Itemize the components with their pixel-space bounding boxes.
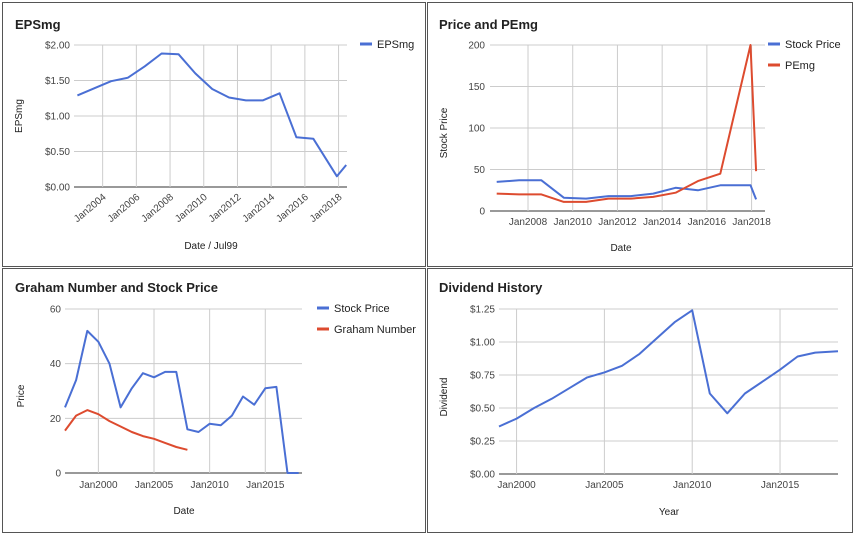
x-tick-label: Jan2000 — [79, 480, 118, 491]
y-tick-label: $0.00 — [45, 183, 70, 194]
x-tick-label: Jan2000 — [497, 480, 536, 491]
x-tick-label: Jan2012 — [598, 217, 637, 228]
y-tick-label: 0 — [55, 469, 61, 480]
x-tick-label: Jan2008 — [509, 217, 548, 228]
y-tick-label: $2.00 — [45, 41, 70, 52]
x-axis-label: Year — [659, 507, 680, 518]
y-axis-label: Stock Price — [439, 107, 450, 158]
chart-panel-4: Dividend History $0.00 $0.25 $0.50 $0.75 $1.0… — [427, 268, 853, 533]
y-tick-label: $1.00 — [470, 338, 495, 349]
series-line-epsmg — [77, 52, 347, 178]
chart-title: Price and PEmg — [439, 17, 538, 32]
legend-label: Graham Number — [334, 324, 416, 336]
series-line-stock-price — [64, 329, 299, 474]
chart-panel-2: Price and PEmg 0 50 100 150 200 Jan2008 Jan2010… — [427, 2, 853, 267]
y-tick-label: $0.75 — [470, 371, 495, 382]
y-tick-label: 60 — [50, 305, 62, 316]
y-tick-label: 50 — [474, 165, 486, 176]
y-tick-label: 40 — [50, 359, 62, 370]
y-tick-label: $0.50 — [470, 404, 495, 415]
panel-border — [2, 2, 426, 267]
y-axis-label: Price — [16, 384, 27, 407]
x-tick-label: Jan2015 — [761, 480, 800, 491]
y-tick-label: 200 — [468, 41, 485, 52]
x-tick-label: Jan2016 — [688, 217, 727, 228]
legend-label: Stock Price — [785, 39, 841, 51]
x-tick-label: Jan2005 — [585, 480, 624, 491]
y-tick-label: $1.50 — [45, 76, 70, 87]
x-tick-label: Jan2010 — [190, 480, 229, 491]
y-tick-label: $0.25 — [470, 437, 495, 448]
chart-title: EPSmg — [15, 17, 61, 32]
x-tick-label: Jan2018 — [732, 217, 771, 228]
panel-border — [427, 2, 853, 267]
x-tick-label: Jan2010 — [554, 217, 593, 228]
chart-title: Dividend History — [439, 280, 543, 295]
y-tick-label: 0 — [479, 207, 485, 218]
y-tick-label: $0.50 — [45, 147, 70, 158]
y-axis-label: EPSmg — [14, 99, 25, 133]
series-line-dividend — [498, 309, 839, 428]
y-tick-label: $0.00 — [470, 470, 495, 481]
series-line-stock-price — [496, 179, 758, 200]
panel-border — [2, 268, 426, 533]
x-tick-label: Jan2010 — [673, 480, 712, 491]
x-axis-label: Date — [173, 506, 195, 517]
panel-border — [427, 268, 853, 533]
x-tick-label: Jan2005 — [135, 480, 174, 491]
chart-panel-3: Graham Number and Stock Price 0 20 40 60 Jan2… — [2, 268, 426, 533]
y-tick-label: $1.00 — [45, 112, 70, 123]
legend-label: Stock Price — [334, 303, 390, 315]
x-tick-label: Jan2014 — [643, 217, 682, 228]
x-axis-label: Date / Jul99 — [184, 241, 238, 252]
y-tick-label: 100 — [468, 124, 485, 135]
y-tick-label: $1.25 — [470, 305, 495, 316]
x-axis-label: Date — [610, 243, 632, 254]
y-tick-label: 150 — [468, 82, 485, 93]
y-axis-label: Dividend — [439, 378, 450, 417]
x-tick-label: Jan2015 — [246, 480, 285, 491]
series-line-graham-number — [64, 409, 188, 451]
chart-title: Graham Number and Stock Price — [15, 280, 218, 295]
legend-label: EPSmg — [377, 39, 414, 51]
legend-label: PEmg — [785, 60, 815, 72]
series-line-pemg — [496, 44, 758, 203]
y-tick-label: 20 — [50, 414, 62, 425]
